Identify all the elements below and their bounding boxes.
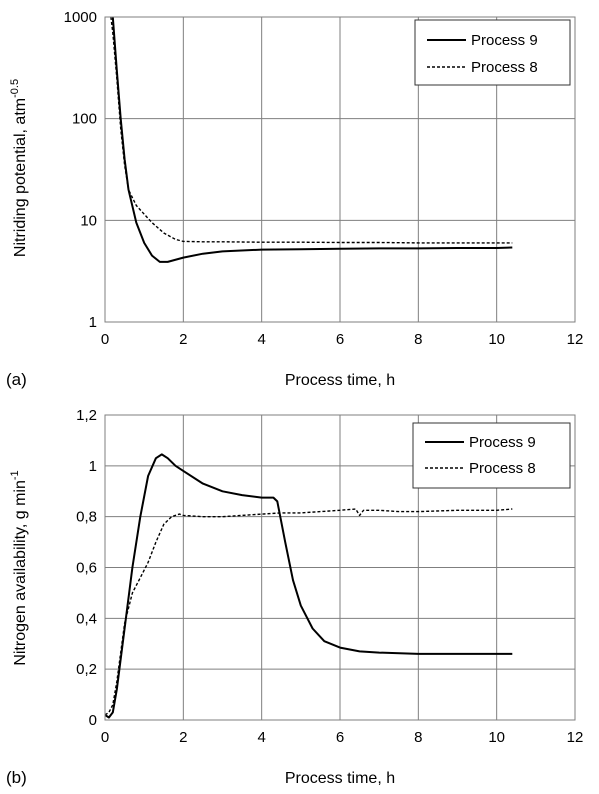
x-tick-label-b: 12 [567,729,584,746]
x-tick-label-b: 10 [488,729,505,746]
series-line-b-process-8 [104,508,513,716]
y-axis-label-b-text: Nitrogen availability, g min [12,480,29,666]
x-tick-label-a: 4 [257,331,265,348]
y-tick-labels-b: 0 0,2 0,4 0,6 0,8 1 1,2 [76,407,97,729]
chart-panel-a: 1 10 100 1000 0 2 4 6 8 10 12 Process time, h Nit… [6,9,583,389]
x-tick-label-a: 8 [414,331,422,348]
y-tick-label-b: 1,2 [76,407,97,424]
legend-label-b-process-8: Process 8 [469,460,536,477]
y-tick-label-b: 0,6 [76,560,97,577]
y-tick-label-a: 1 [89,314,97,331]
legend-label-b-process-9: Process 9 [469,434,536,451]
series-line-a-process-9 [111,16,513,263]
y-axis-label-a-text: Nitriding potential, atm [12,98,29,257]
x-tick-label-a: 2 [179,331,187,348]
y-axis-label-a-superscript: -0.5 [9,79,21,98]
x-tick-label-a: 12 [567,331,584,348]
plot-frame-a [104,16,576,323]
series-line-b-process-9 [104,453,513,719]
y-tick-labels-a: 1 10 100 1000 [64,9,97,331]
x-tick-label-a: 6 [336,331,344,348]
x-tick-label-b: 4 [257,729,265,746]
plot-frame-b [104,414,576,721]
y-tick-label-b: 1 [89,458,97,475]
y-tick-label-b: 0 [89,712,97,729]
legend-a: Process 9 Process 8 [414,19,571,86]
series-b [104,453,513,719]
x-tick-label-b: 6 [336,729,344,746]
x-tick-labels-a: 0 2 4 6 8 10 12 [101,331,584,348]
panel-label-a: (a) [6,370,27,389]
y-tick-label-b: 0,2 [76,661,97,678]
panel-label-b: (b) [6,768,27,787]
series-line-a-process-8 [110,16,513,244]
y-axis-label-b: Nitrogen availability, g min-1 [9,470,29,665]
y-tick-label-b: 0,4 [76,610,97,627]
legend-label-a-process-8: Process 8 [471,59,538,76]
chart-panel-b: 0 0,2 0,4 0,6 0,8 1 1,2 0 2 4 6 8 10 12 Process time… [6,407,583,787]
series-a [110,16,513,263]
y-tick-label-a: 1000 [64,9,97,26]
x-tick-label-a: 0 [101,331,109,348]
y-tick-label-b: 0,8 [76,509,97,526]
legend-label-a-process-9: Process 9 [471,32,538,49]
x-tick-label-b: 8 [414,729,422,746]
x-axis-label-b: Process time, h [285,770,395,787]
legend-box-a [414,19,571,86]
y-axis-label-b-superscript: -1 [9,470,21,480]
y-axis-label-a: Nitriding potential, atm-0.5 [9,79,29,257]
legend-box-b [412,422,571,489]
x-axis-label-a: Process time, h [285,372,395,389]
x-tick-label-b: 2 [179,729,187,746]
y-tick-label-a: 100 [72,111,97,128]
y-tick-label-a: 10 [80,212,97,229]
x-tick-label-a: 10 [488,331,505,348]
x-tick-label-b: 0 [101,729,109,746]
legend-b: Process 9 Process 8 [412,422,571,489]
x-tick-labels-b: 0 2 4 6 8 10 12 [101,729,584,746]
